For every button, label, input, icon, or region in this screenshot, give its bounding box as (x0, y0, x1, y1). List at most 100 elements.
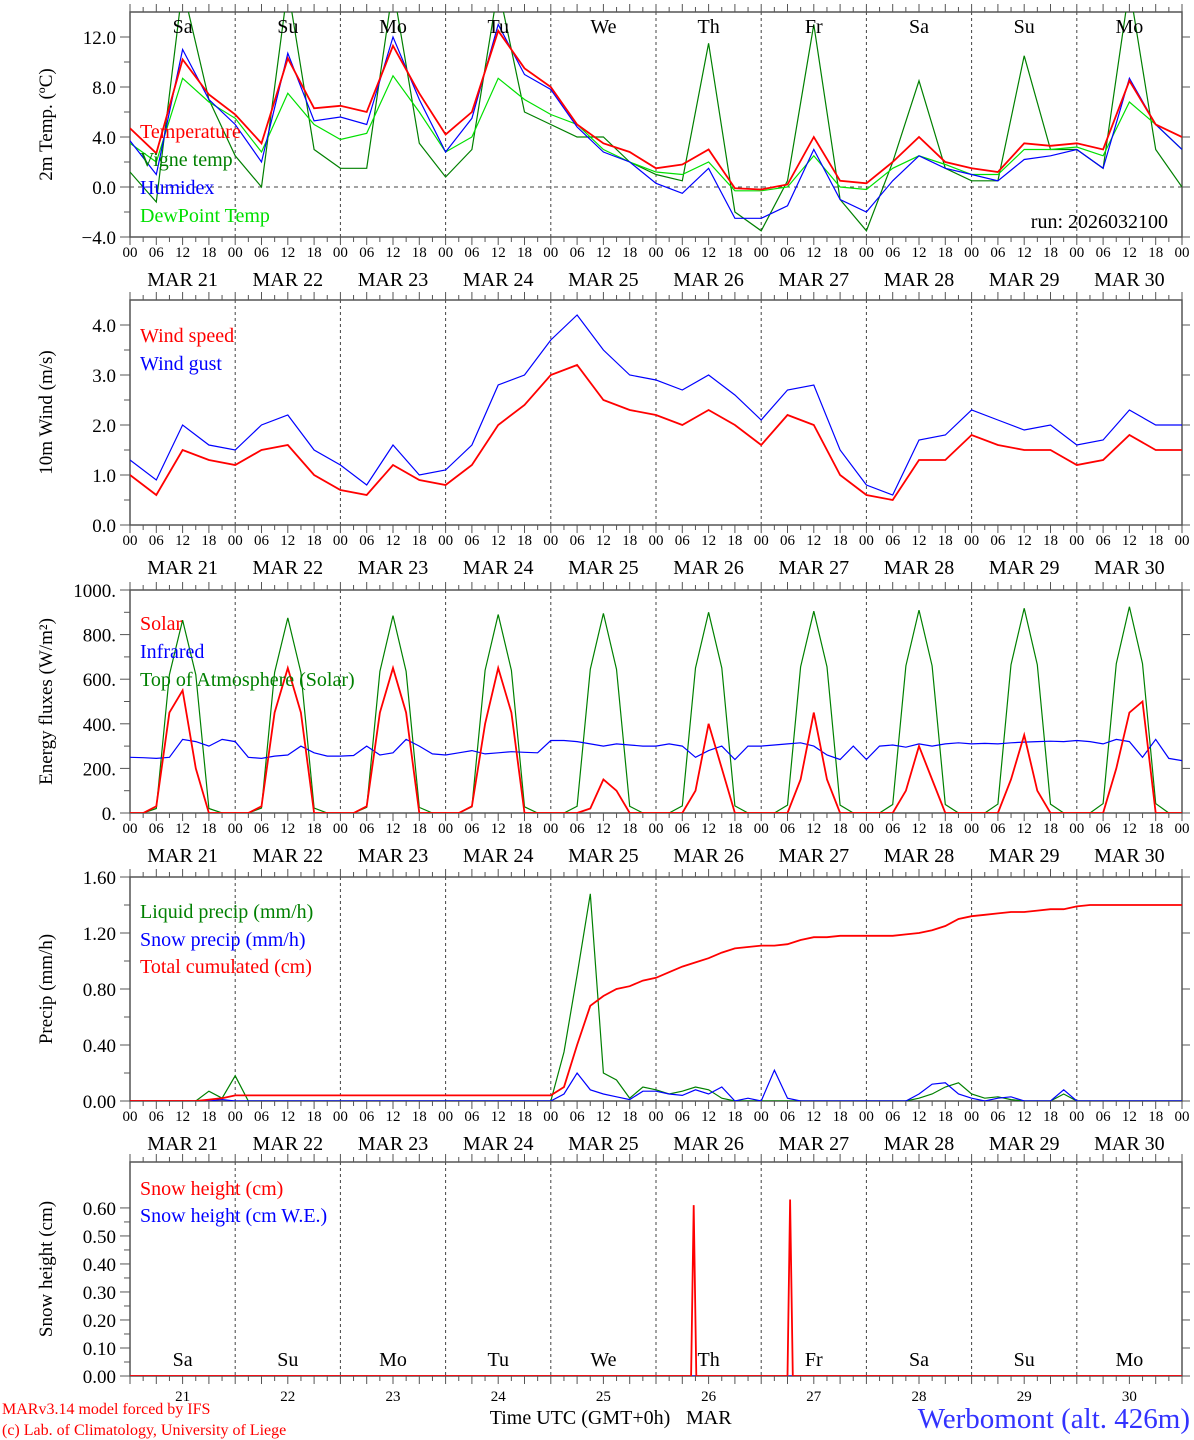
x-hour-label: 18 (307, 821, 322, 837)
x-hour-label: 06 (570, 1109, 586, 1125)
x-hour-label: 18 (622, 245, 637, 261)
x-hour-label: 00 (123, 533, 138, 549)
x-date-label: MAR 30 (1094, 1133, 1165, 1155)
x-date-label: MAR 27 (779, 557, 850, 579)
x-date-label: MAR 28 (884, 845, 955, 867)
x-hour-label: 12 (912, 245, 927, 261)
weekday-label: Fr (805, 16, 823, 38)
x-hour-label: 12 (806, 245, 821, 261)
x-hour-label: 00 (123, 821, 138, 837)
x-hour-label: 06 (675, 821, 691, 837)
x-hour-label: 18 (412, 245, 427, 261)
x-hour-label: 18 (833, 1109, 848, 1125)
x-hour-label: 18 (1043, 821, 1058, 837)
x-hour-label: 00 (543, 821, 558, 837)
y-tick-label: 400. (83, 715, 116, 736)
x-hour-label: 18 (938, 533, 953, 549)
x-hour-label: 00 (543, 533, 558, 549)
x-hour-label: 06 (675, 245, 691, 261)
x-hour-label: 06 (149, 821, 165, 837)
x-date-label: MAR 25 (568, 845, 639, 867)
series-line-humidex (130, 22, 1182, 219)
y-tick-label: 8.0 (92, 78, 116, 99)
x-hour-label: 12 (1122, 821, 1137, 837)
weekday-label: We (590, 1349, 616, 1371)
weekday-label: Sa (909, 16, 929, 38)
x-hour-label: 18 (727, 821, 742, 837)
x-hour-label: 06 (359, 533, 375, 549)
x-hour-label: 00 (754, 1109, 769, 1125)
weekday-label: Mo (379, 1349, 407, 1371)
x-hour-label: 12 (491, 245, 506, 261)
x-hour-label: 12 (806, 533, 821, 549)
x-hour-label: 06 (990, 533, 1006, 549)
legend-entry: Snow precip (mm/h) (140, 929, 306, 951)
x-hour-label: 06 (464, 245, 480, 261)
x-hour-label: 12 (1017, 821, 1032, 837)
x-hour-label: 06 (885, 245, 901, 261)
weekday-label: Sa (173, 16, 193, 38)
x-hour-label: 12 (175, 533, 190, 549)
x-hour-label: 06 (254, 821, 270, 837)
x-hour-label: 06 (780, 821, 796, 837)
x-hour-label: 00 (964, 245, 979, 261)
x-hour-label: 12 (280, 1109, 295, 1125)
x-hour-label: 00 (649, 1109, 664, 1125)
x-hour-label: 12 (280, 821, 295, 837)
weekday-label: Th (697, 16, 719, 38)
series-line-top-of-atmosphere-solar- (130, 606, 1182, 813)
x-hour-label: 06 (780, 1109, 796, 1125)
x-hour-label: 12 (1017, 245, 1032, 261)
y-tick-label: 0.00 (83, 1367, 116, 1388)
x-hour-label: 00 (333, 1109, 348, 1125)
legend-entry: Top of Atmosphere (Solar) (140, 669, 355, 691)
x-hour-label: 18 (517, 1109, 532, 1125)
y-tick-label: 4.0 (92, 128, 116, 149)
x-hour-label: 06 (149, 533, 165, 549)
x-hour-label: 18 (622, 1109, 637, 1125)
x-hour-label: 00 (438, 821, 453, 837)
x-hour-label: 12 (596, 533, 611, 549)
x-date-label: MAR 30 (1094, 269, 1165, 291)
plot-frame (129, 589, 1183, 814)
x-hour-label: 18 (412, 533, 427, 549)
x-hour-label: 18 (307, 1109, 322, 1125)
x-hour-label: 06 (464, 821, 480, 837)
x-hour-label: 06 (359, 1109, 375, 1125)
panel-1: 12.0 8.0 4.0 0.0 −4.0 2m Temp. (ºC) Temperatur… (36, 4, 1190, 291)
x-hour-label: 12 (596, 1109, 611, 1125)
legend-entry: Liquid precip (mm/h) (140, 901, 313, 923)
y-tick-label: 12.0 (83, 28, 116, 49)
x-hour-label: 18 (938, 1109, 953, 1125)
x-date-label: MAR 23 (358, 557, 429, 579)
series-line-vigne-temp (130, 12, 1182, 232)
y-tick-label: 200. (83, 759, 116, 780)
x-day-number: 23 (386, 1389, 401, 1405)
x-hour-label: 06 (464, 1109, 480, 1125)
x-hour-label: 00 (964, 533, 979, 549)
x-hour-label: 12 (806, 1109, 821, 1125)
x-hour-label: 12 (491, 1109, 506, 1125)
x-date-label: MAR 23 (358, 269, 429, 291)
series-line-dewpoint-temp (130, 74, 1182, 192)
series-line-liquid-precip-mm-h- (130, 893, 1182, 1101)
x-date-label: MAR 21 (147, 845, 218, 867)
x-date-label: MAR 26 (673, 557, 744, 579)
x-date-label: MAR 28 (884, 1133, 955, 1155)
legend-entry: DewPoint Temp (140, 205, 270, 227)
x-hour-label: 12 (280, 533, 295, 549)
weekday-label: Su (1014, 16, 1035, 38)
weekday-label: Su (277, 16, 298, 38)
x-hour-label: 12 (1122, 245, 1137, 261)
x-hour-label: 12 (596, 245, 611, 261)
plot-frame (129, 299, 1183, 526)
x-hour-label: 18 (412, 821, 427, 837)
weekday-label: Tu (487, 1349, 509, 1371)
x-date-label: MAR 24 (463, 269, 534, 291)
x-hour-label: 00 (859, 1109, 874, 1125)
x-hour-label: 06 (1096, 821, 1112, 837)
weekday-label: Mo (1116, 1349, 1144, 1371)
x-hour-label: 06 (990, 1109, 1006, 1125)
x-hour-label: 00 (964, 821, 979, 837)
